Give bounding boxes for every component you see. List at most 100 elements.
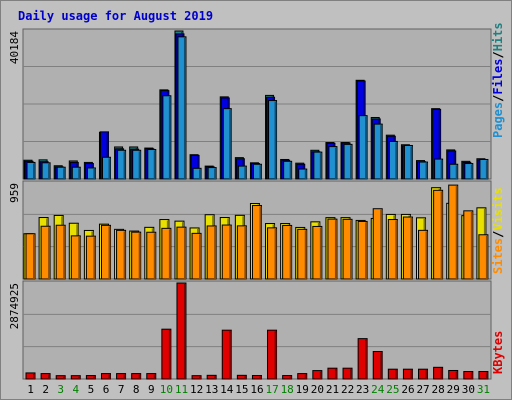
- day-label-23: 23: [356, 383, 369, 396]
- bar-shade: [153, 150, 156, 179]
- bar-shade: [395, 220, 398, 279]
- day-label-9: 9: [148, 383, 155, 396]
- day-label-22: 22: [341, 383, 354, 396]
- bar-shade: [274, 228, 277, 279]
- bar-shade: [229, 331, 232, 379]
- day-label-17: 17: [265, 383, 278, 396]
- bar-shade: [410, 146, 413, 179]
- bar-shade: [153, 374, 156, 379]
- bar-shade: [244, 376, 247, 379]
- bar-shade: [63, 376, 66, 379]
- bar-shade: [485, 160, 488, 179]
- bar-shade: [350, 369, 353, 379]
- bar-shade: [440, 191, 443, 279]
- bar-shade: [123, 231, 126, 279]
- bar-shade: [334, 220, 337, 279]
- day-label-25: 25: [386, 383, 399, 396]
- bar-shade: [168, 96, 171, 179]
- bar-shade: [168, 330, 171, 379]
- bar-shade: [78, 236, 81, 279]
- day-label-28: 28: [432, 383, 445, 396]
- bar-shade: [485, 372, 488, 379]
- bar-shade: [123, 151, 126, 179]
- legend-visits: Visits: [491, 187, 505, 230]
- legend-hits-files-pages: Pages/Files/Hits: [491, 22, 505, 138]
- bar-shade: [485, 235, 488, 279]
- day-label-18: 18: [281, 383, 294, 396]
- bar-shade: [289, 226, 292, 279]
- bar-shade: [410, 218, 413, 279]
- day-label-19: 19: [296, 383, 309, 396]
- legend-kbytes: KBytes: [491, 331, 505, 374]
- bar-shade: [33, 373, 35, 379]
- bar-shade: [425, 370, 428, 379]
- bar-shade: [33, 234, 35, 279]
- day-label-5: 5: [88, 383, 95, 396]
- bar-shade: [78, 376, 81, 379]
- bar-shade: [470, 372, 473, 379]
- panel-max-label: 2874925: [8, 283, 21, 329]
- day-label-6: 6: [103, 383, 110, 396]
- bar-shade: [108, 374, 111, 379]
- bar-shade: [93, 168, 96, 179]
- bar-shade: [93, 376, 96, 379]
- day-label-14: 14: [220, 383, 234, 396]
- bar-shade: [63, 168, 66, 179]
- day-label-27: 27: [416, 383, 429, 396]
- bar-shade: [334, 369, 337, 379]
- bar-shade: [274, 101, 277, 179]
- day-label-13: 13: [205, 383, 218, 396]
- bar-shade: [319, 153, 322, 179]
- bar-shade: [380, 352, 383, 379]
- bar-shade: [365, 339, 368, 379]
- bar-shade: [365, 222, 368, 279]
- day-label-1: 1: [27, 383, 34, 396]
- bar-shade: [183, 228, 186, 279]
- bar-shade: [350, 145, 353, 179]
- day-label-20: 20: [311, 383, 324, 396]
- bar-shade: [244, 167, 247, 179]
- panel-kbytes: [22, 280, 492, 380]
- chart-title: Daily usage for August 2019: [18, 9, 213, 23]
- bar-shade: [199, 169, 202, 179]
- bar-shade: [229, 109, 232, 179]
- bar-shade: [304, 230, 307, 279]
- bar-shade: [199, 234, 202, 279]
- legend-hits: Hits: [491, 22, 505, 51]
- bar-shade: [440, 368, 443, 379]
- bar-shade: [304, 374, 307, 379]
- bar-shade: [183, 284, 186, 379]
- bar-shade: [334, 147, 337, 179]
- bar-shade: [259, 165, 262, 179]
- bar-shade: [153, 233, 156, 279]
- bar-shade: [33, 163, 35, 179]
- bar-shade: [395, 370, 398, 379]
- bar-shade: [78, 168, 81, 179]
- bar-shade: [455, 186, 458, 279]
- bar-shade: [470, 164, 473, 179]
- bar-shade: [197, 156, 200, 179]
- legend-visits-sites: Sites/Visits: [491, 187, 505, 274]
- bar-shade: [319, 227, 322, 279]
- day-label-21: 21: [326, 383, 339, 396]
- bar-shade: [470, 211, 473, 279]
- day-label-26: 26: [401, 383, 414, 396]
- bar-shade: [410, 370, 413, 379]
- day-label-29: 29: [447, 383, 460, 396]
- bar-shade: [350, 220, 353, 279]
- day-label-3: 3: [57, 383, 64, 396]
- bar-shade: [63, 226, 66, 279]
- day-label-11: 11: [175, 383, 188, 396]
- bar-shade: [455, 165, 458, 179]
- bar-shade: [244, 226, 247, 279]
- panel-max-label: 40184: [8, 31, 21, 64]
- panel-max-label: 959: [8, 183, 21, 203]
- day-label-2: 2: [42, 383, 49, 396]
- bar-shade: [455, 371, 458, 379]
- legend-pages: Pages: [491, 102, 505, 138]
- bar-shade: [183, 37, 186, 179]
- bar-shade: [199, 376, 202, 379]
- bar-shade: [259, 376, 262, 379]
- bar-shade: [108, 158, 111, 179]
- bar-shade: [138, 374, 141, 379]
